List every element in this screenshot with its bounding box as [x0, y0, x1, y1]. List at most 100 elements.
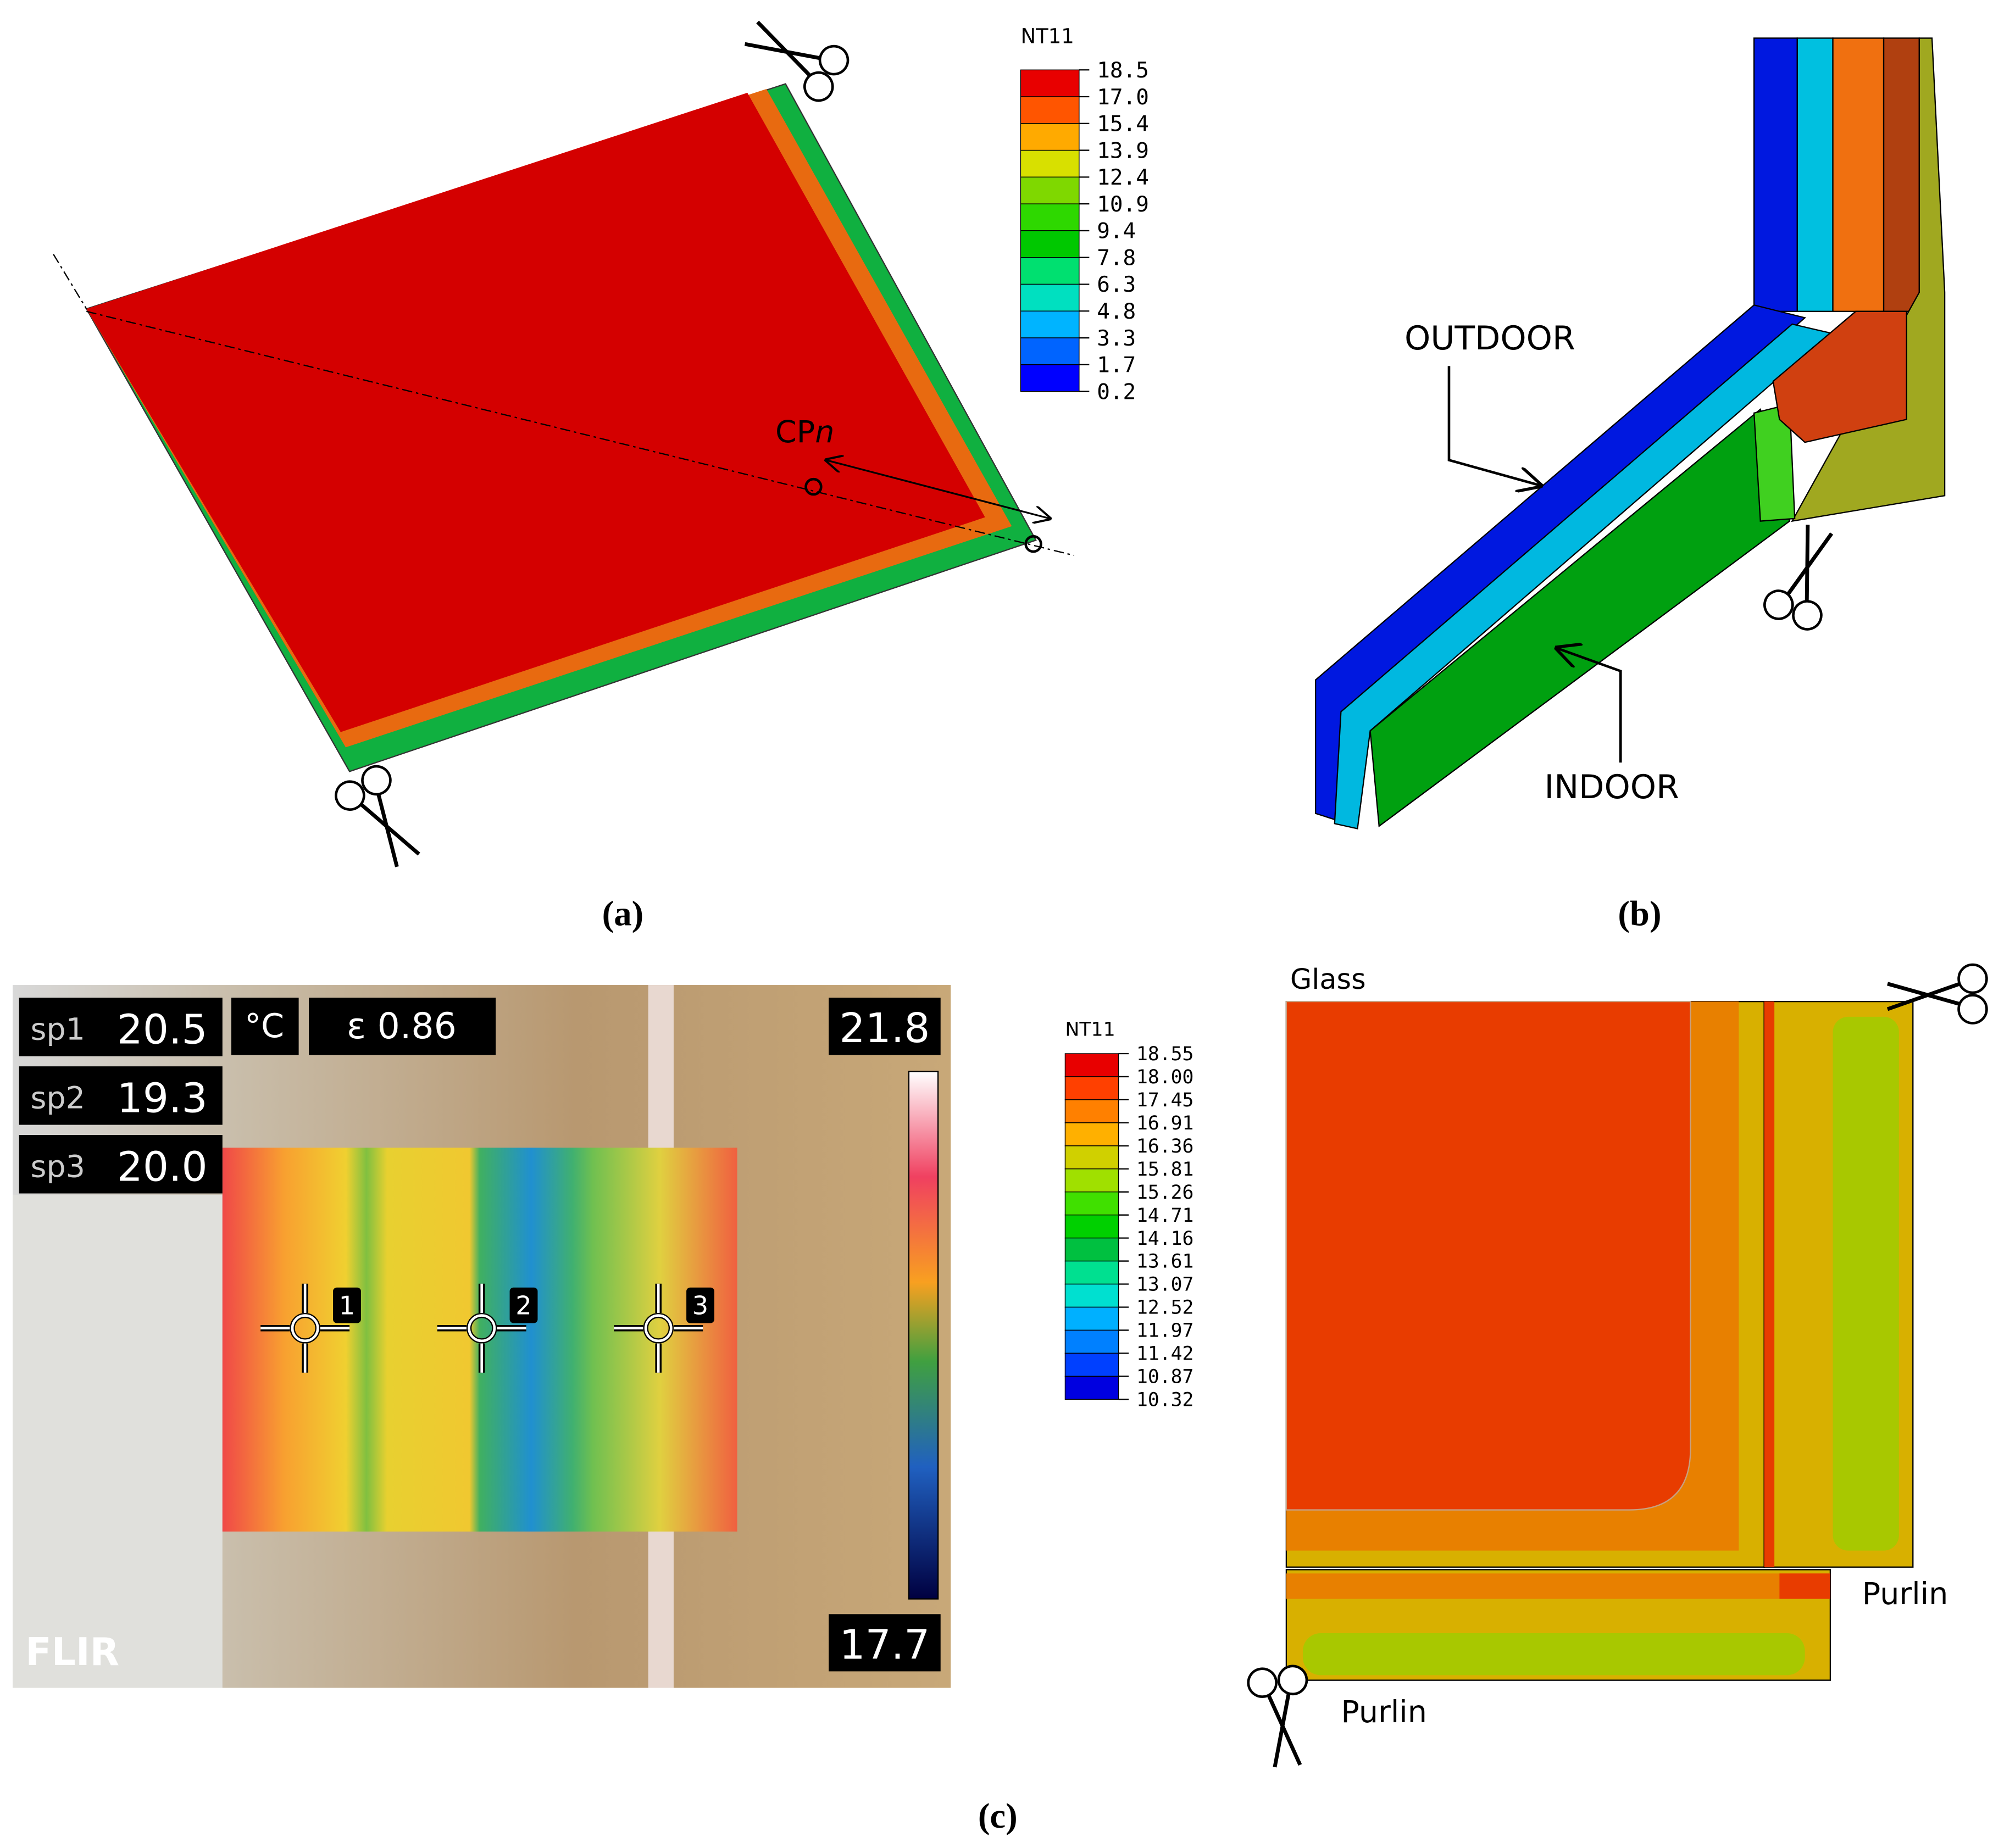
marker-label: 2 [515, 1290, 531, 1320]
marker-box [509, 1287, 538, 1323]
legend-label: 12.4 [1097, 165, 1149, 190]
spot-marker [468, 1314, 496, 1343]
min-temp: 17.7 [840, 1621, 930, 1668]
legend-band [1020, 310, 1080, 338]
scissors-blade [1886, 982, 1961, 1011]
layer [1883, 37, 1920, 312]
legend-band [1064, 1260, 1119, 1285]
scissors [1247, 1665, 1308, 1768]
readout-box [19, 1135, 223, 1194]
legend-band [1064, 1099, 1119, 1123]
legend-label: 18.55 [1136, 1043, 1193, 1065]
layer [1832, 37, 1885, 312]
zone [1302, 1633, 1805, 1676]
scissors [335, 765, 420, 867]
legend-band [1020, 123, 1080, 151]
point-label: CPn [775, 414, 834, 450]
zone [1285, 1000, 1691, 1511]
legend-band [1020, 203, 1080, 231]
legend-band [1064, 1283, 1119, 1308]
legend-label: 13.9 [1097, 138, 1149, 163]
legend-band [1064, 1145, 1119, 1170]
scissors-blade [744, 20, 821, 77]
panel-label: (a) [602, 894, 644, 933]
legend-label: 17.45 [1136, 1089, 1193, 1111]
readout-box [19, 1066, 223, 1125]
legend-title: NT11 [1065, 1019, 1115, 1041]
legend-band [1064, 1168, 1119, 1193]
legend-band [1020, 149, 1080, 178]
legend: 18.517.015.413.912.410.99.47.86.34.83.31… [1020, 58, 1149, 404]
emissivity: ε 0.86 [347, 1006, 457, 1047]
legend-label: 10.87 [1136, 1366, 1193, 1388]
window [13, 1194, 223, 1688]
scissors-blade [359, 793, 420, 867]
legend-label: 13.07 [1136, 1274, 1193, 1296]
brand: FLIR [25, 1630, 119, 1674]
legend-band [1020, 257, 1080, 285]
purlin-label: Purlin [1862, 1576, 1948, 1612]
spot-marker [644, 1314, 673, 1343]
readout-box [231, 998, 299, 1055]
indoor-layer [1369, 408, 1791, 828]
legend-label: 6.3 [1097, 272, 1136, 297]
legend-label: 13.61 [1136, 1251, 1193, 1273]
scissors-ring [361, 765, 392, 796]
legend-band [1064, 1237, 1119, 1262]
scissors [744, 20, 850, 102]
marker-label: 1 [339, 1290, 355, 1320]
legend-band [1064, 1053, 1119, 1077]
axis-line [86, 310, 1074, 556]
legend-band [1064, 1076, 1119, 1100]
layer [1772, 310, 1907, 443]
zone [1779, 1573, 1830, 1599]
marker-box [333, 1287, 361, 1323]
legend-band [1020, 364, 1080, 392]
legend-label: 18.5 [1097, 58, 1149, 83]
panel-label: (b) [1618, 894, 1661, 933]
legend-label: 11.42 [1136, 1343, 1193, 1365]
zone [1833, 1016, 1899, 1551]
spot-value: 20.5 [117, 1006, 208, 1053]
cp-point [804, 477, 823, 496]
legend-band [1020, 337, 1080, 365]
legend-band [1020, 230, 1080, 258]
legend-label: 14.71 [1136, 1205, 1193, 1227]
legend-label: 15.26 [1136, 1182, 1193, 1204]
legend-band [1064, 1306, 1119, 1331]
legend-band [1064, 1329, 1119, 1354]
layer [1796, 37, 1834, 312]
scissors-ring [1957, 994, 1988, 1025]
legend-band [1064, 1122, 1119, 1146]
axis-line [53, 254, 87, 309]
legend-band [1064, 1192, 1119, 1216]
readout-box [829, 1614, 941, 1672]
legend-label: 14.16 [1136, 1228, 1193, 1250]
legend-label: 3.3 [1097, 326, 1136, 351]
legend-label: 1.7 [1097, 353, 1136, 378]
marker-label: 3 [692, 1290, 708, 1320]
indoor-label: INDOOR [1544, 768, 1679, 806]
legend-label: 10.32 [1136, 1389, 1193, 1411]
legend: 18.5518.0017.4516.9116.3615.8115.2614.71… [1064, 1043, 1193, 1411]
legend-band [1064, 1376, 1119, 1400]
scissors-ring [1957, 963, 1988, 994]
spot-marker [291, 1314, 319, 1343]
legend-label: 18.00 [1136, 1066, 1193, 1088]
red-zone [86, 92, 985, 732]
spot-value: 19.3 [117, 1075, 208, 1122]
zone [1764, 1001, 1775, 1567]
corner-point [1024, 535, 1042, 553]
readouts: sp1 20.5 sp2 19.3 sp3 20.0 1 2 3 [19, 998, 714, 1373]
legend-label: 0.2 [1097, 380, 1136, 404]
zone [1286, 1573, 1830, 1599]
outdoor-label: OUTDOOR [1404, 319, 1575, 358]
legend-band [1020, 176, 1080, 204]
legend-band [1020, 96, 1080, 124]
panel-a: CPn NT11 18.517.015.413.912.410.99.47.86… [53, 25, 1149, 933]
legend-label: 10.9 [1097, 192, 1149, 217]
readout-box [19, 998, 223, 1056]
scissors-blade [1786, 525, 1834, 602]
